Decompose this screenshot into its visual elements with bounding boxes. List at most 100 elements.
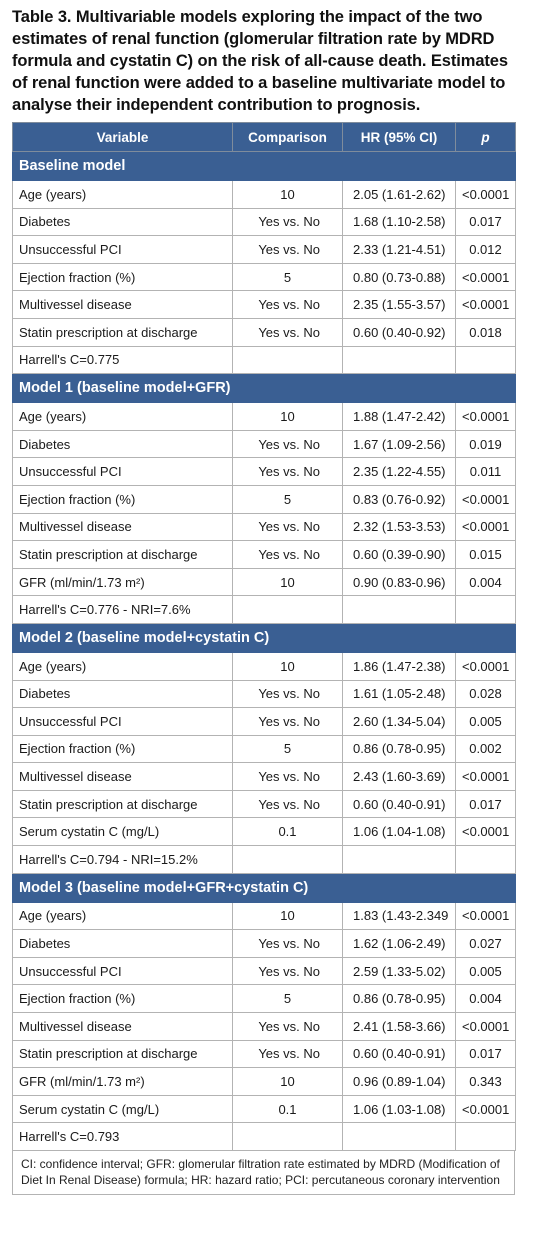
table-row: Harrell's C=0.794 - NRI=15.2% [12,845,516,874]
cell-hr: 2.35 (1.22-4.55) [342,457,456,486]
cell-p: 0.002 [455,734,516,764]
cell-comparison: 5 [232,484,343,514]
cell-variable: Diabetes [12,929,233,958]
cell-p: 0.012 [455,235,516,264]
cell-hr: 1.83 (1.43-2.349 [342,901,456,931]
cell-p: <0.0001 [455,1012,516,1041]
table-row: Age (years) 10 2.05 (1.61-2.62) <0.0001 [12,180,516,209]
cell-hr: 1.61 (1.05-2.48) [342,679,456,709]
results-table: Variable Comparison HR (95% CI) p Baseli… [12,122,516,1151]
cell-hr: 0.60 (0.39-0.90) [342,540,456,569]
cell-comparison: Yes vs. No [232,540,343,569]
cell-hr: 0.60 (0.40-0.91) [342,789,456,819]
cell-hr: 2.32 (1.53-3.53) [342,512,456,542]
cell-p [455,845,516,874]
cell-variable: Age (years) [12,651,233,681]
cell-variable: Harrell's C=0.776 - NRI=7.6% [12,595,233,624]
cell-variable: Statin prescription at discharge [12,317,233,347]
section-header-row: Model 2 (baseline model+cystatin C) [12,622,516,653]
cell-comparison: Yes vs. No [232,317,343,347]
cell-comparison: 10 [232,651,343,681]
table-row: Serum cystatin C (mg/L) 0.1 1.06 (1.04-1.0… [12,817,516,847]
table-row: Statin prescription at discharge Yes vs. … [12,789,516,819]
table-row: Unsuccessful PCI Yes vs. No 2.60 (1.34-5.0… [12,707,516,736]
table-caption: Table 3. Multivariable models exploring … [12,8,508,114]
cell-variable: Serum cystatin C (mg/L) [12,1094,233,1124]
cell-variable: Multivessel disease [12,1012,233,1041]
cell-hr: 1.86 (1.47-2.38) [342,651,456,681]
table-row: Multivessel disease Yes vs. No 2.35 (1.55-… [12,290,516,319]
header-hr: HR (95% CI) [342,122,456,152]
section-title: Model 3 (baseline model+GFR+cystatin C) [12,872,516,903]
cell-p: 0.015 [455,540,516,569]
cell-hr: 2.43 (1.60-3.69) [342,762,456,791]
cell-hr: 1.67 (1.09-2.56) [342,429,456,459]
cell-p: 0.017 [455,207,516,237]
table-row: Unsuccessful PCI Yes vs. No 2.35 (1.22-4.5… [12,457,516,486]
cell-hr: 2.60 (1.34-5.04) [342,707,456,736]
cell-p: 0.004 [455,567,516,597]
cell-variable: Multivessel disease [12,762,233,791]
cell-variable: GFR (ml/min/1.73 m²) [12,1067,233,1096]
cell-variable: Ejection fraction (%) [12,484,233,514]
table-row: Diabetes Yes vs. No 1.61 (1.05-2.48) 0.028 [12,679,516,709]
cell-variable: Ejection fraction (%) [12,262,233,292]
cell-comparison [232,595,343,624]
table-row: Ejection fraction (%) 5 0.80 (0.73-0.88) <0… [12,262,516,292]
cell-p: 0.011 [455,457,516,486]
cell-p: 0.005 [455,956,516,986]
cell-hr: 2.59 (1.33-5.02) [342,956,456,986]
cell-p: <0.0001 [455,651,516,681]
cell-comparison: Yes vs. No [232,956,343,986]
cell-p [455,595,516,624]
cell-variable: Diabetes [12,429,233,459]
cell-p: <0.0001 [455,262,516,292]
cell-variable: Ejection fraction (%) [12,984,233,1014]
cell-p: <0.0001 [455,762,516,791]
cell-p: 0.028 [455,679,516,709]
table-row: Serum cystatin C (mg/L) 0.1 1.06 (1.03-1.0… [12,1094,516,1124]
cell-comparison [232,845,343,874]
table-row: Diabetes Yes vs. No 1.62 (1.06-2.49) 0.027 [12,929,516,958]
cell-variable: Serum cystatin C (mg/L) [12,817,233,847]
cell-variable: Harrell's C=0.794 - NRI=15.2% [12,845,233,874]
cell-hr: 0.60 (0.40-0.91) [342,1039,456,1069]
header-p: p [455,122,516,152]
cell-hr: 1.62 (1.06-2.49) [342,929,456,958]
cell-p: <0.0001 [455,901,516,931]
cell-comparison: 0.1 [232,1094,343,1124]
cell-p: <0.0001 [455,290,516,319]
table-row: Multivessel disease Yes vs. No 2.32 (1.53-… [12,512,516,542]
cell-comparison: 10 [232,180,343,209]
cell-p: 0.019 [455,429,516,459]
cell-hr: 0.83 (0.76-0.92) [342,484,456,514]
cell-hr: 2.33 (1.21-4.51) [342,235,456,264]
table-row: Diabetes Yes vs. No 1.68 (1.10-2.58) 0.017 [12,207,516,237]
table-row: GFR (ml/min/1.73 m²) 10 0.90 (0.83-0.96) 0.… [12,567,516,597]
cell-comparison [232,1122,343,1151]
cell-variable: Unsuccessful PCI [12,235,233,264]
cell-comparison: Yes vs. No [232,457,343,486]
cell-variable: Unsuccessful PCI [12,707,233,736]
cell-comparison: 5 [232,734,343,764]
cell-p: 0.017 [455,789,516,819]
cell-comparison: 0.1 [232,817,343,847]
cell-comparison: 10 [232,567,343,597]
cell-variable: Statin prescription at discharge [12,789,233,819]
table-row: Diabetes Yes vs. No 1.67 (1.09-2.56) 0.019 [12,429,516,459]
cell-p [455,1122,516,1151]
cell-comparison: Yes vs. No [232,1012,343,1041]
cell-hr: 1.88 (1.47-2.42) [342,402,456,431]
table-row: Multivessel disease Yes vs. No 2.41 (1.58-… [12,1012,516,1041]
section-title: Model 1 (baseline model+GFR) [12,373,516,404]
cell-variable: Statin prescription at discharge [12,1039,233,1069]
table-row: Statin prescription at discharge Yes vs. … [12,540,516,569]
cell-comparison: 10 [232,901,343,931]
cell-comparison: Yes vs. No [232,679,343,709]
cell-variable: Age (years) [12,180,233,209]
table-footnote: CI: confidence interval; GFR: glomerular… [12,1151,515,1195]
cell-hr [342,345,456,375]
section-title: Baseline model [12,151,516,181]
cell-p: <0.0001 [455,817,516,847]
cell-hr: 0.60 (0.40-0.92) [342,317,456,347]
